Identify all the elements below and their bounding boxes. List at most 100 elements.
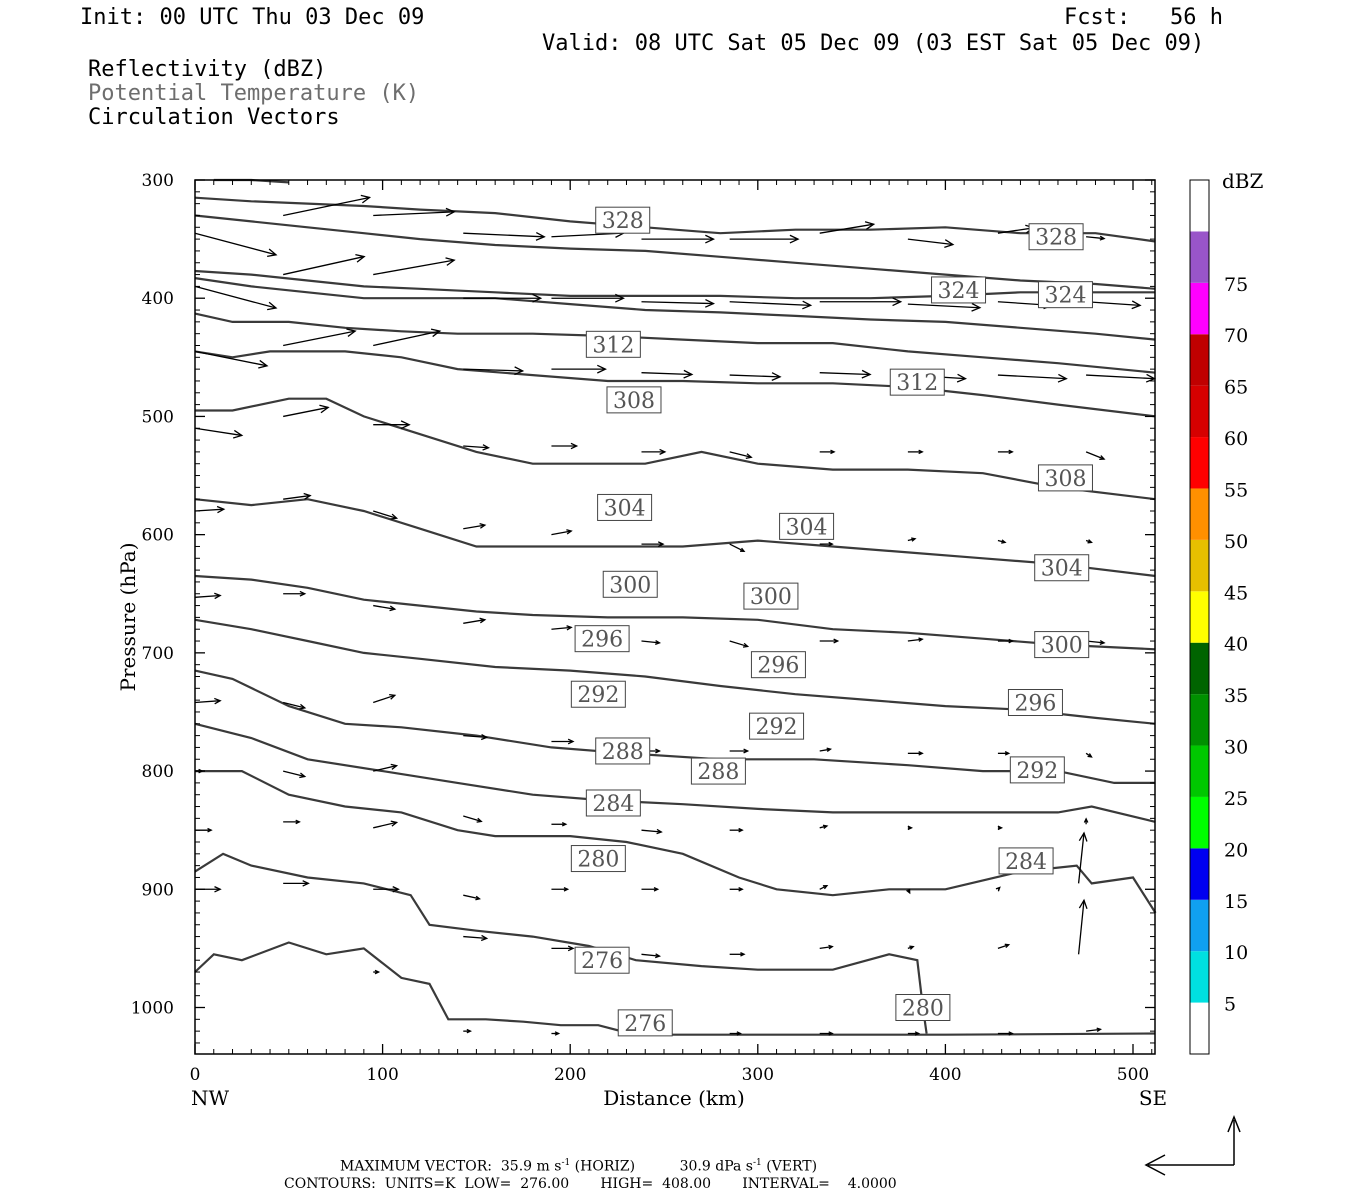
contour-label: 276: [617, 1009, 673, 1037]
vector-head: [1083, 817, 1089, 823]
circulation-vector: [283, 404, 330, 418]
circulation-vector: [373, 886, 400, 893]
vector-shaft: [907, 303, 980, 309]
vector-shaft: [907, 238, 953, 246]
contour-label-text: 280: [577, 848, 619, 873]
contour-label-text: 324: [1044, 284, 1086, 309]
contour-label: 328: [1028, 223, 1084, 251]
vector-head: [360, 194, 372, 204]
circulation-vector: [551, 529, 573, 536]
vector-head: [480, 733, 489, 741]
contour-label-text: 292: [1016, 759, 1058, 784]
circulation-vector: [1085, 539, 1093, 544]
circulation-vector: [907, 537, 917, 542]
circulation-vector: [373, 328, 442, 347]
x-tick-label: 500: [1117, 1065, 1149, 1085]
contour-label-box: [1007, 689, 1063, 717]
vector-head: [861, 369, 872, 379]
vector-head: [554, 1031, 561, 1036]
contour-label-box: [1034, 554, 1090, 582]
contour-label: 288: [690, 757, 746, 785]
contour-label-box: [1037, 281, 1093, 309]
vector-shaft: [641, 640, 660, 644]
contour-label: 328: [595, 206, 651, 234]
field-potential-temperature: Potential Temperature (K): [88, 81, 420, 106]
contour-label: 324: [931, 276, 987, 304]
circulation-vector: [641, 886, 660, 892]
circulation-vector: [729, 640, 750, 648]
vector-shaft: [641, 301, 714, 305]
circulation-vector: [373, 604, 397, 612]
contour-label-text: 296: [581, 628, 623, 653]
circulation-vector: [819, 541, 834, 547]
circulation-vector: [641, 298, 716, 308]
vector-head: [822, 824, 829, 830]
vector-head: [535, 232, 546, 241]
circulation-vector: [373, 820, 399, 829]
circulation-vector: [283, 590, 307, 597]
contour-label-text: 276: [624, 1012, 666, 1037]
circulation-vector: [729, 543, 746, 552]
colorbar-tick-label: 20: [1224, 839, 1248, 861]
vector-head: [771, 372, 782, 381]
colorbar-tick-label: 65: [1224, 377, 1248, 399]
vector-head: [1099, 639, 1106, 645]
init-time: Init: 00 UTC Thu 03 Dec 09: [80, 5, 425, 30]
vector-head: [659, 448, 667, 455]
vector-shaft: [283, 494, 311, 500]
circulation-vector: [907, 302, 982, 312]
contour-label-text: 292: [756, 715, 798, 740]
contour-labels: 328 328 324 324 312 312 308 308 304 304 304 300 300 3…: [570, 206, 1093, 1037]
colorbar-segment: [1190, 899, 1209, 952]
contour-label: 284: [585, 789, 641, 817]
contour-label-text: 288: [602, 740, 644, 765]
contour-label: 296: [1007, 689, 1063, 717]
circulation-vector: [997, 1031, 1014, 1036]
circulation-vector: [907, 825, 914, 831]
vector-head: [390, 820, 399, 827]
colorbar-segment: [1190, 231, 1209, 283]
vector-head: [906, 888, 911, 895]
contour-label-text: 276: [581, 949, 623, 974]
x-right-endpoint-label: SE: [1139, 1086, 1167, 1110]
contour-276: [630, 1032, 1156, 1036]
colorbar-tick-label: 35: [1224, 685, 1248, 707]
vector-head: [704, 298, 716, 308]
circulation-vector: [997, 539, 1007, 544]
circulation-vector: [729, 451, 753, 460]
x-tick-label: 300: [742, 1065, 774, 1085]
vector-head: [789, 234, 800, 244]
vector-shaft: [463, 524, 485, 530]
colorbar-tick-label: 70: [1224, 325, 1248, 347]
x-tick-label: 200: [554, 1065, 586, 1085]
vector-shaft: [729, 374, 781, 378]
vector-head: [830, 449, 836, 455]
vector-head: [740, 547, 746, 552]
contour-label: 324: [1037, 281, 1093, 309]
contour-label-text: 280: [902, 997, 944, 1022]
vector-shaft: [194, 232, 277, 256]
forecast-hour: Fcst: 56 h: [1064, 5, 1223, 30]
vector-head: [476, 817, 483, 823]
vector-head: [956, 373, 968, 383]
contour-label-box: [1028, 223, 1084, 251]
contour-label: 292: [570, 680, 626, 708]
vector-head: [214, 886, 222, 893]
contour-312: [194, 350, 1156, 418]
vector-shaft: [463, 935, 487, 940]
vector-shaft: [194, 594, 221, 598]
vector-shaft: [1086, 1028, 1101, 1032]
theta-contours: [194, 178, 1157, 1036]
circulation-vector: [819, 449, 836, 455]
circulation-vector: [907, 238, 955, 248]
vector-head: [656, 828, 663, 835]
contour-label-box: [889, 368, 945, 396]
vector-head: [319, 404, 330, 414]
colorbar-segment: [1190, 745, 1209, 797]
vector-head: [1004, 943, 1011, 949]
vector-head: [389, 605, 397, 612]
circulation-vector: [463, 444, 490, 451]
vector-head: [299, 703, 307, 710]
contour-label-box: [1034, 631, 1090, 659]
vector-shaft: [283, 255, 365, 276]
